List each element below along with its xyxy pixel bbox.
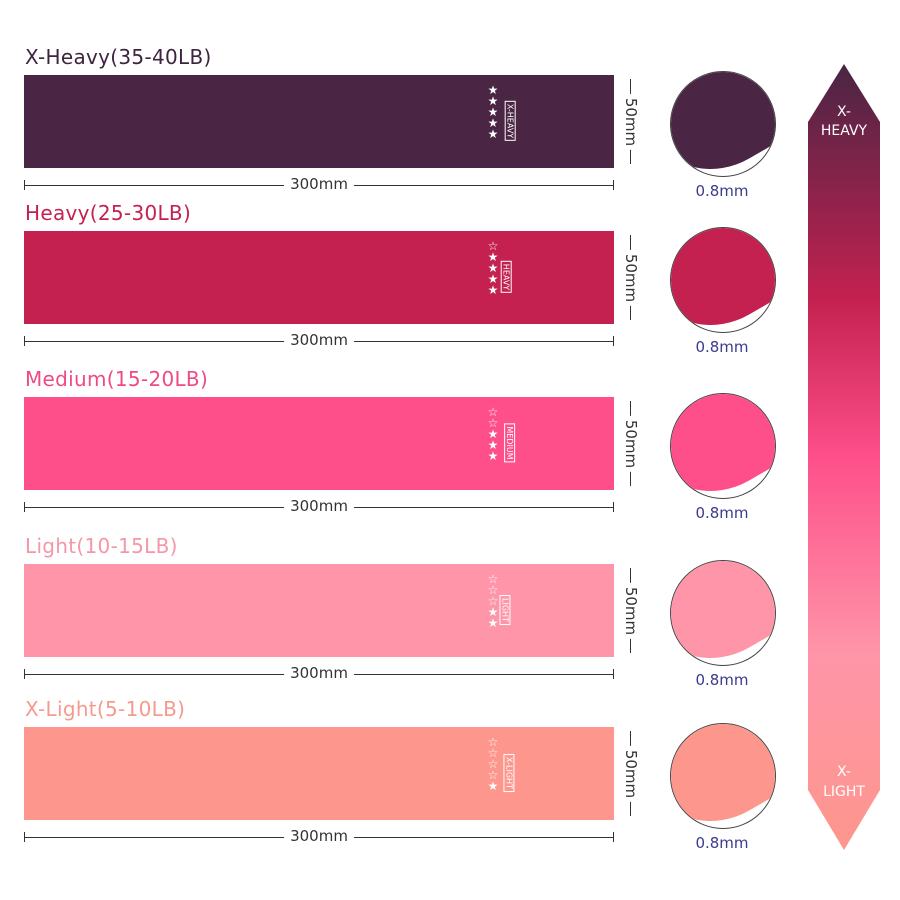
band-tag: ★ ☆ ☆ ☆ ☆ X-LIGHT: [486, 735, 536, 809]
star-filled-icon: ★: [487, 779, 499, 793]
star-filled-icon: ★: [487, 127, 499, 141]
star-filled-icon: ★: [487, 283, 499, 297]
star-rating: ★ ★ ★ ★ ★: [486, 83, 500, 141]
width-dimension: 50mm: [620, 397, 642, 490]
band-swatch: ★ ★ ★ ★ ☆ HEAVY: [24, 231, 614, 324]
length-label: 300mm: [284, 331, 354, 349]
band-label: MEDIUM: [504, 423, 516, 463]
length-label: 300mm: [284, 497, 354, 515]
band-label: HEAVY: [500, 260, 512, 294]
thickness-closeup: [670, 71, 776, 177]
thickness-label: 0.8mm: [695, 671, 749, 689]
star-outline-icon: ☆: [487, 416, 499, 430]
length-dimension: 300mm: [24, 827, 614, 845]
star-filled-icon: ★: [487, 116, 499, 130]
arrow-bottom-label-1: X-: [837, 764, 851, 780]
length-dimension: 300mm: [24, 331, 614, 349]
band-tag: ★ ★ ★ ★ ☆ HEAVY: [486, 239, 536, 313]
star-filled-icon: ★: [487, 605, 499, 619]
width-dimension: 50mm: [620, 564, 642, 657]
star-filled-icon: ★: [487, 83, 499, 97]
star-outline-icon: ☆: [487, 239, 499, 253]
width-label: 50mm: [622, 415, 640, 472]
band-label: X-HEAVY: [504, 100, 516, 142]
thickness-label: 0.8mm: [695, 834, 749, 852]
star-filled-icon: ★: [487, 616, 499, 630]
band-title: Light(10-15LB): [25, 534, 178, 558]
width-dimension: 50mm: [620, 727, 642, 820]
width-label: 50mm: [622, 249, 640, 306]
width-dimension: 50mm: [620, 231, 642, 324]
thickness-label: 0.8mm: [695, 338, 749, 356]
thickness-closeup: [670, 227, 776, 333]
star-outline-icon: ☆: [487, 757, 499, 771]
thickness-closeup: [670, 723, 776, 829]
star-rating: ★ ★ ☆ ☆ ☆: [486, 572, 500, 630]
arrow-top-label-2: HEAVY: [821, 123, 868, 139]
star-filled-icon: ★: [487, 272, 499, 286]
band-tag: ★ ★ ★ ★ ★ X-HEAVY: [486, 83, 536, 157]
star-outline-icon: ☆: [487, 405, 499, 419]
band-tag: ★ ★ ★ ☆ ☆ MEDIUM: [486, 405, 536, 479]
band-swatch: ★ ★ ★ ☆ ☆ MEDIUM: [24, 397, 614, 490]
star-filled-icon: ★: [487, 94, 499, 108]
star-outline-icon: ☆: [487, 572, 499, 586]
star-outline-icon: ☆: [487, 768, 499, 782]
band-label: LIGHT: [499, 595, 511, 625]
band-title: Heavy(25-30LB): [25, 201, 192, 225]
band-tag: ★ ★ ☆ ☆ ☆ LIGHT: [486, 572, 536, 646]
width-dimension: 50mm: [620, 75, 642, 168]
resistance-scale-arrow: X- HEAVY X- LIGHT: [808, 64, 880, 850]
star-filled-icon: ★: [487, 261, 499, 275]
band-swatch: ★ ★ ★ ★ ★ X-HEAVY: [24, 75, 614, 168]
star-outline-icon: ☆: [487, 583, 499, 597]
star-rating: ★ ★ ★ ★ ☆: [486, 239, 500, 297]
length-label: 300mm: [284, 175, 354, 193]
star-rating: ★ ★ ★ ☆ ☆: [486, 405, 500, 463]
star-outline-icon: ☆: [487, 594, 499, 608]
length-dimension: 300mm: [24, 664, 614, 682]
star-filled-icon: ★: [487, 427, 499, 441]
thickness-closeup: [670, 393, 776, 499]
band-swatch: ★ ★ ☆ ☆ ☆ LIGHT: [24, 564, 614, 657]
star-filled-icon: ★: [487, 250, 499, 264]
star-rating: ★ ☆ ☆ ☆ ☆: [486, 735, 500, 793]
star-filled-icon: ★: [487, 449, 499, 463]
star-filled-icon: ★: [487, 105, 499, 119]
band-label: X-LIGHT: [503, 754, 515, 792]
thickness-label: 0.8mm: [695, 182, 749, 200]
star-outline-icon: ☆: [487, 746, 499, 760]
width-label: 50mm: [622, 93, 640, 150]
arrow-shape: [808, 64, 880, 850]
star-outline-icon: ☆: [487, 735, 499, 749]
arrow-bottom-label-2: LIGHT: [823, 784, 865, 800]
length-dimension: 300mm: [24, 175, 614, 193]
width-label: 50mm: [622, 745, 640, 802]
arrow-top-label-1: X-: [837, 104, 851, 120]
band-swatch: ★ ☆ ☆ ☆ ☆ X-LIGHT: [24, 727, 614, 820]
band-title: X-Light(5-10LB): [25, 697, 186, 721]
thickness-label: 0.8mm: [695, 504, 749, 522]
length-label: 300mm: [284, 664, 354, 682]
thickness-closeup: [670, 560, 776, 666]
length-label: 300mm: [284, 827, 354, 845]
band-title: Medium(15-20LB): [25, 367, 209, 391]
width-label: 50mm: [622, 582, 640, 639]
length-dimension: 300mm: [24, 497, 614, 515]
band-title: X-Heavy(35-40LB): [25, 45, 212, 69]
star-filled-icon: ★: [487, 438, 499, 452]
